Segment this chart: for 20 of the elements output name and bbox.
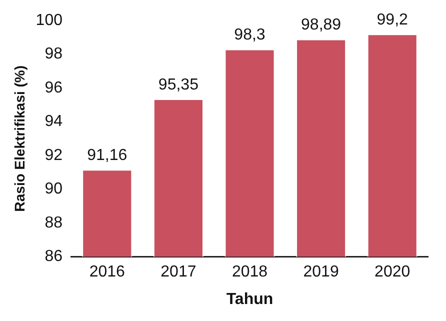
y-tick-label: 98	[44, 46, 63, 63]
y-tick-label: 86	[44, 248, 63, 266]
x-axis-title: Tahun	[226, 290, 274, 308]
y-tick-label: 100	[36, 12, 63, 30]
data-label: 95,35	[158, 76, 199, 94]
y-tick-label: 92	[44, 146, 63, 164]
y-axis-title: Rasio Elektrifikasi (%)	[11, 65, 28, 212]
data-label: 91,16	[87, 147, 128, 164]
y-tick-label: 88	[44, 214, 63, 232]
x-tick-label: 2017	[160, 264, 196, 281]
x-tick-label: 2019	[303, 264, 339, 281]
x-tick-label: 2020	[374, 264, 410, 281]
data-label: 99,2	[376, 11, 408, 28]
y-tick-label: 94	[44, 113, 63, 130]
data-label: 98,89	[301, 16, 342, 34]
data-label: 98,3	[234, 26, 266, 44]
x-tick-label: 2018	[232, 264, 268, 281]
x-tick-label: 2016	[89, 264, 126, 281]
y-tick-label: 96	[44, 79, 63, 96]
y-tick-label: 90	[44, 180, 63, 198]
